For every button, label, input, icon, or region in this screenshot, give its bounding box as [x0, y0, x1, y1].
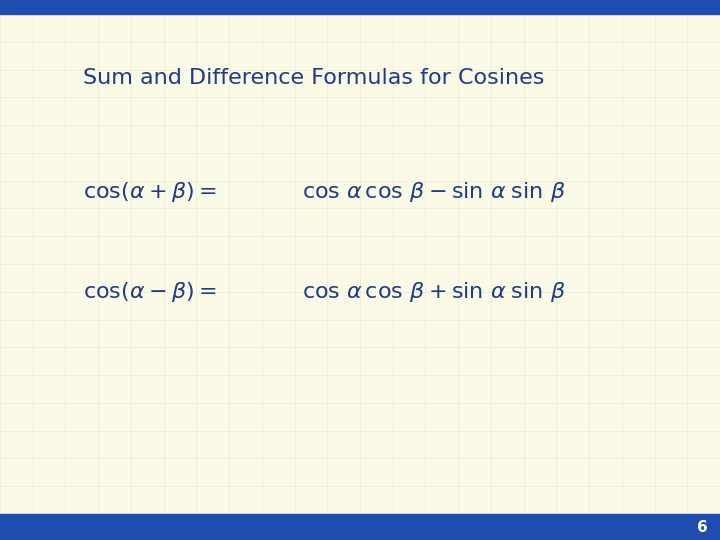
Bar [0, 514, 720, 540]
Text: 6: 6 [697, 519, 707, 535]
Text: Sum and Difference Formulas for Cosines: Sum and Difference Formulas for Cosines [83, 68, 544, 89]
Text: $\cos(\alpha + \beta) =$: $\cos(\alpha + \beta) =$ [83, 180, 217, 204]
Text: $\cos\,\alpha\,\cos\,\beta - \sin\,\alpha\;\sin\,\beta$: $\cos\,\alpha\,\cos\,\beta - \sin\,\alph… [302, 180, 566, 204]
Text: $\cos(\alpha - \beta) =$: $\cos(\alpha - \beta) =$ [83, 280, 217, 303]
Bar [0, 0, 720, 14]
Text: $\cos\,\alpha\,\cos\,\beta + \sin\,\alpha\;\sin\,\beta$: $\cos\,\alpha\,\cos\,\beta + \sin\,\alph… [302, 280, 566, 303]
